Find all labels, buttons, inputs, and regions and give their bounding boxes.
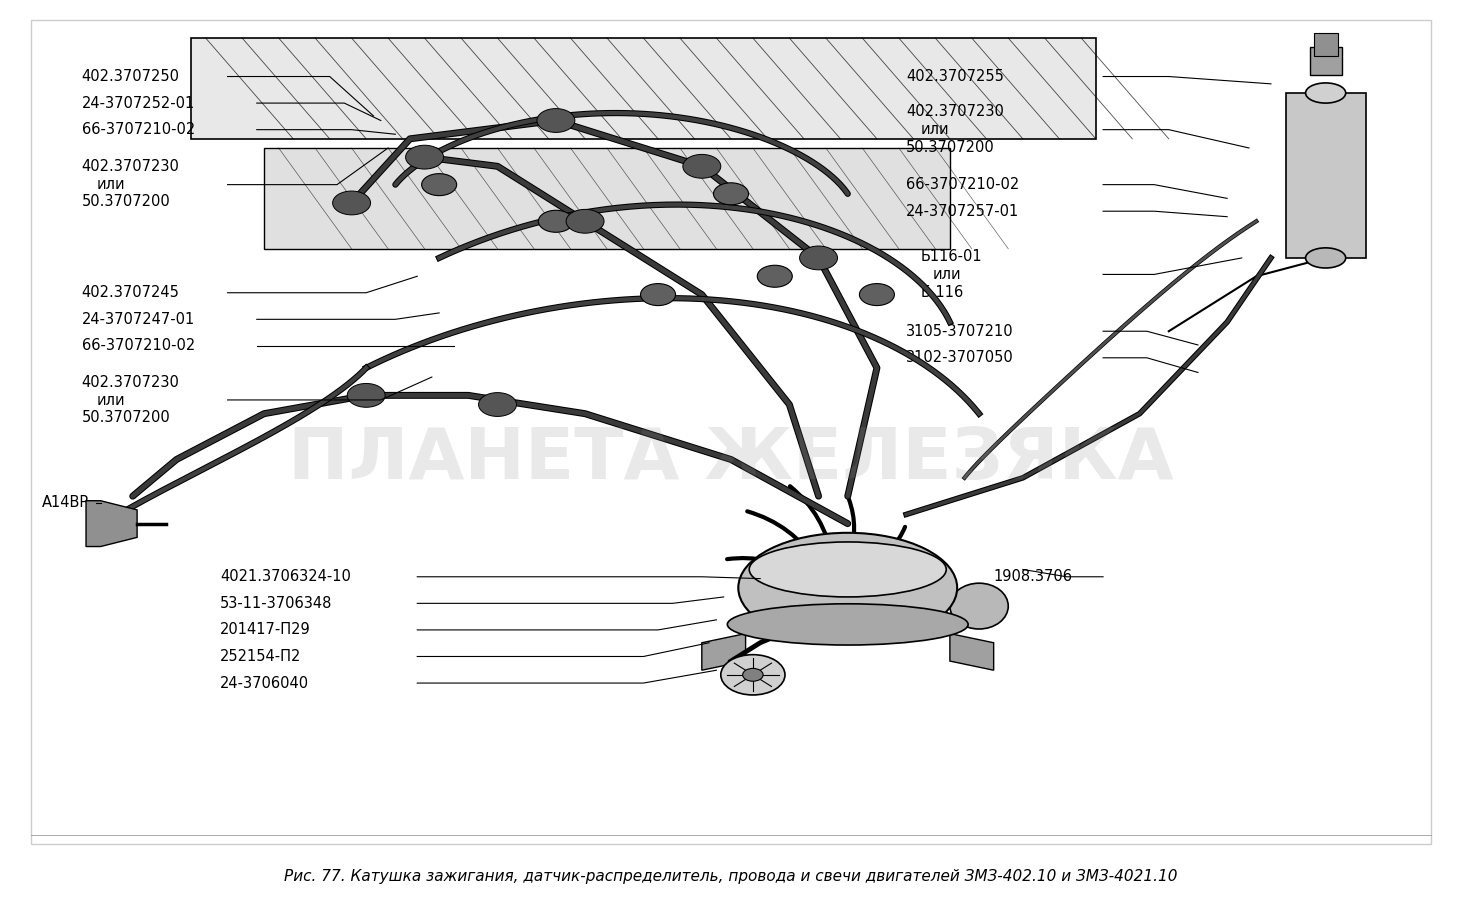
Text: ПЛАНЕТА ЖЕЛЕЗЯКА: ПЛАНЕТА ЖЕЛЕЗЯКА	[288, 425, 1174, 494]
Ellipse shape	[1306, 248, 1345, 268]
Text: 3102-3707050: 3102-3707050	[906, 350, 1013, 365]
Ellipse shape	[738, 533, 958, 642]
Circle shape	[566, 210, 604, 233]
Circle shape	[743, 668, 763, 681]
Text: 66-3707210-02: 66-3707210-02	[82, 122, 194, 137]
Circle shape	[713, 183, 749, 205]
Bar	[1313, 33, 1338, 56]
FancyBboxPatch shape	[31, 19, 1431, 845]
Text: 50.3707200: 50.3707200	[82, 194, 171, 209]
Ellipse shape	[1306, 83, 1345, 103]
Text: 24-3706040: 24-3706040	[221, 675, 310, 690]
Text: или: или	[933, 267, 961, 282]
Text: 402.3707250: 402.3707250	[82, 69, 180, 84]
Circle shape	[640, 284, 675, 306]
Text: 66-3707210-02: 66-3707210-02	[906, 177, 1019, 192]
Text: 66-3707210-02: 66-3707210-02	[82, 338, 194, 354]
Polygon shape	[702, 633, 746, 670]
Text: 402.3707245: 402.3707245	[82, 285, 180, 301]
Text: 24-3707257-01: 24-3707257-01	[906, 204, 1019, 219]
Ellipse shape	[728, 604, 968, 645]
Circle shape	[537, 108, 575, 132]
Circle shape	[683, 154, 721, 178]
Text: 201417-П29: 201417-П29	[221, 622, 311, 638]
Polygon shape	[86, 501, 137, 547]
Text: или: или	[96, 177, 124, 192]
Text: или: или	[921, 122, 949, 137]
Text: 402.3707230: 402.3707230	[82, 375, 180, 390]
Text: Б116-01: Б116-01	[921, 249, 982, 264]
Circle shape	[346, 383, 385, 407]
Ellipse shape	[950, 584, 1009, 629]
Text: 50.3707200: 50.3707200	[906, 140, 994, 154]
Text: или: или	[96, 393, 124, 408]
Circle shape	[405, 145, 443, 169]
Circle shape	[333, 191, 370, 215]
Bar	[1285, 93, 1366, 258]
Circle shape	[538, 210, 573, 233]
Text: Б 116: Б 116	[921, 285, 963, 301]
Text: 402.3707255: 402.3707255	[906, 69, 1004, 84]
Circle shape	[860, 284, 895, 306]
Text: 252154-П2: 252154-П2	[221, 649, 301, 664]
Text: 402.3707230: 402.3707230	[906, 104, 1004, 119]
Bar	[1310, 47, 1342, 74]
Text: Рис. 77. Катушка зажигания, датчик-распределитель, провода и свечи двигателей ЗМ: Рис. 77. Катушка зажигания, датчик-распр…	[284, 868, 1178, 884]
Circle shape	[757, 266, 792, 288]
Text: 50.3707200: 50.3707200	[82, 410, 171, 425]
Text: 24-3707252-01: 24-3707252-01	[82, 96, 194, 110]
Text: 1908.3706: 1908.3706	[994, 569, 1073, 584]
Text: 4021.3706324-10: 4021.3706324-10	[221, 569, 351, 584]
Text: 53-11-3706348: 53-11-3706348	[221, 596, 333, 611]
Circle shape	[478, 392, 516, 416]
Circle shape	[721, 654, 785, 695]
Text: 24-3707247-01: 24-3707247-01	[82, 312, 194, 327]
Text: А14ВР: А14ВР	[42, 495, 89, 510]
Text: 402.3707230: 402.3707230	[82, 159, 180, 174]
Circle shape	[421, 174, 456, 196]
Circle shape	[800, 246, 838, 270]
Ellipse shape	[749, 542, 946, 597]
Text: 3105-3707210: 3105-3707210	[906, 323, 1013, 339]
Polygon shape	[950, 633, 994, 670]
Polygon shape	[192, 38, 1096, 139]
Polygon shape	[265, 148, 950, 249]
